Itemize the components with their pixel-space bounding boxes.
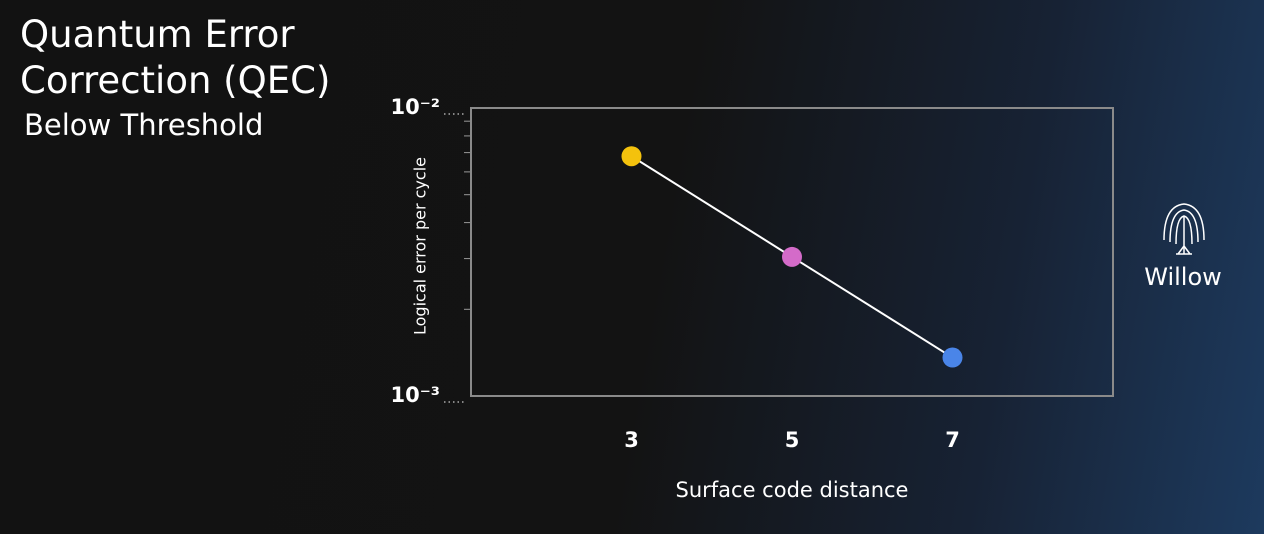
willow-logo [1163, 203, 1205, 255]
y-tick-label: 10⁻² [390, 95, 440, 119]
data-point [782, 246, 802, 267]
title: Quantum Error Correction (QEC) [20, 13, 331, 102]
x-axis-label: Surface code distance [676, 478, 909, 502]
data-point [621, 146, 642, 167]
brand: Willow [1144, 263, 1222, 291]
data-point [942, 347, 963, 368]
subtitle: Below Threshold [24, 108, 264, 142]
x-tick-label: 7 [945, 428, 960, 452]
x-tick-label: 3 [624, 428, 639, 452]
y-axis-label: Logical error per cycle [411, 157, 430, 335]
y-tick-label: 10⁻³ [390, 383, 440, 407]
x-tick-label: 5 [785, 428, 800, 452]
plot-frame [470, 107, 1114, 397]
